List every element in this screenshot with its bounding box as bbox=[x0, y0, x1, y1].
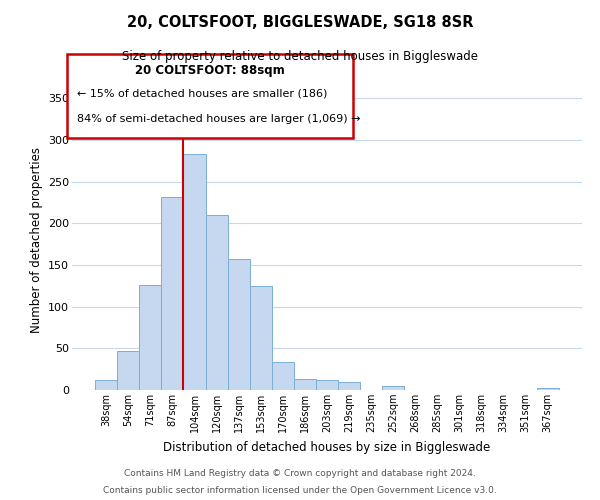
Bar bbox=[161, 196, 184, 390]
Bar bbox=[95, 380, 117, 390]
Text: Size of property relative to detached houses in Biggleswade: Size of property relative to detached ho… bbox=[122, 50, 478, 63]
FancyBboxPatch shape bbox=[67, 54, 353, 138]
X-axis label: Distribution of detached houses by size in Biggleswade: Distribution of detached houses by size … bbox=[163, 440, 491, 454]
Text: 20 COLTSFOOT: 88sqm: 20 COLTSFOOT: 88sqm bbox=[135, 64, 284, 78]
Bar bbox=[227, 259, 250, 390]
Text: Contains public sector information licensed under the Open Government Licence v3: Contains public sector information licen… bbox=[103, 486, 497, 495]
Bar bbox=[206, 215, 227, 390]
Text: 20, COLTSFOOT, BIGGLESWADE, SG18 8SR: 20, COLTSFOOT, BIGGLESWADE, SG18 8SR bbox=[127, 15, 473, 30]
Y-axis label: Number of detached properties: Number of detached properties bbox=[29, 147, 43, 333]
Bar bbox=[117, 351, 139, 390]
Bar bbox=[537, 388, 559, 390]
Bar bbox=[338, 382, 360, 390]
Bar bbox=[250, 286, 272, 390]
Bar bbox=[184, 154, 206, 390]
Bar bbox=[272, 362, 294, 390]
Bar bbox=[294, 379, 316, 390]
Bar bbox=[139, 285, 161, 390]
Text: 84% of semi-detached houses are larger (1,069) →: 84% of semi-detached houses are larger (… bbox=[77, 114, 361, 124]
Bar bbox=[382, 386, 404, 390]
Text: ← 15% of detached houses are smaller (186): ← 15% of detached houses are smaller (18… bbox=[77, 88, 328, 99]
Bar bbox=[316, 380, 338, 390]
Text: Contains HM Land Registry data © Crown copyright and database right 2024.: Contains HM Land Registry data © Crown c… bbox=[124, 468, 476, 477]
